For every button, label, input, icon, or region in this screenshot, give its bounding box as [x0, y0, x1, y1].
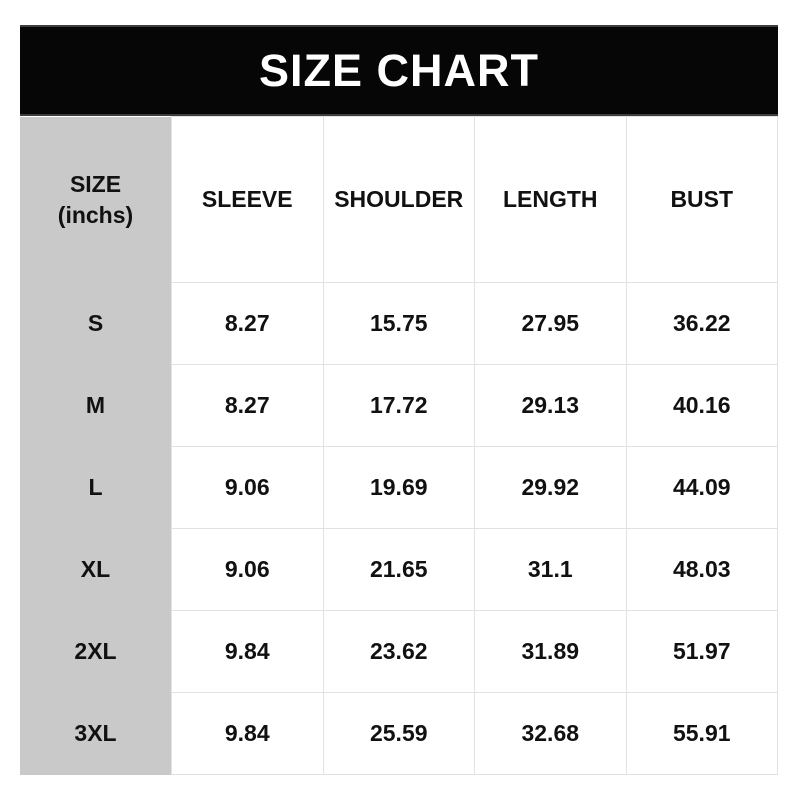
size-cell: L: [20, 446, 172, 529]
value-cell: 21.65: [322, 528, 475, 611]
size-cell: 3XL: [20, 692, 172, 775]
value-cell: 25.59: [322, 692, 475, 775]
value-cell: 31.89: [474, 610, 627, 693]
value-cell: 29.92: [474, 446, 627, 529]
value-cell: 9.84: [171, 610, 324, 693]
header-row: SIZE (inchs) SLEEVE SHOULDER LENGTH BUST: [20, 116, 778, 283]
size-cell: XL: [20, 528, 172, 611]
value-cell: 15.75: [322, 282, 475, 365]
size-column-header: SIZE (inchs): [20, 116, 172, 283]
value-cell: 29.13: [474, 364, 627, 447]
value-cell: 51.97: [625, 610, 778, 693]
size-cell: 2XL: [20, 610, 172, 693]
table-row: S 8.27 15.75 27.95 36.22: [20, 282, 778, 365]
size-header-label: SIZE: [69, 171, 122, 198]
value-cell: 55.91: [625, 692, 778, 775]
value-cell: 36.22: [625, 282, 778, 365]
size-cell: M: [20, 364, 172, 447]
value-cell: 9.06: [171, 446, 324, 529]
value-cell: 48.03: [625, 528, 778, 611]
size-chart-title: SIZE CHART: [259, 44, 539, 96]
table-row: 2XL 9.84 23.62 31.89 51.97: [20, 610, 778, 693]
value-cell: 23.62: [322, 610, 475, 693]
table-row: XL 9.06 21.65 31.1 48.03: [20, 528, 778, 611]
table-row: 3XL 9.84 25.59 32.68 55.91: [20, 692, 778, 775]
value-cell: 44.09: [625, 446, 778, 529]
column-header-length: LENGTH: [474, 116, 627, 283]
value-cell: 31.1: [474, 528, 627, 611]
size-chart-title-bar: SIZE CHART: [20, 25, 778, 116]
value-cell: 40.16: [625, 364, 778, 447]
value-cell: 17.72: [322, 364, 475, 447]
table-row: M 8.27 17.72 29.13 40.16: [20, 364, 778, 447]
size-table: SIZE (inchs) SLEEVE SHOULDER LENGTH BUST…: [20, 116, 778, 775]
value-cell: 32.68: [474, 692, 627, 775]
size-chart: SIZE CHART SIZE (inchs) SLEEVE SHOULDER …: [20, 25, 778, 775]
value-cell: 27.95: [474, 282, 627, 365]
size-header-unit: (inchs): [57, 201, 134, 228]
value-cell: 8.27: [171, 364, 324, 447]
size-cell: S: [20, 282, 172, 365]
value-cell: 19.69: [322, 446, 475, 529]
column-header-sleeve: SLEEVE: [171, 116, 324, 283]
column-header-shoulder: SHOULDER: [322, 116, 475, 283]
value-cell: 9.84: [171, 692, 324, 775]
value-cell: 9.06: [171, 528, 324, 611]
table-row: L 9.06 19.69 29.92 44.09: [20, 446, 778, 529]
column-header-bust: BUST: [625, 116, 778, 283]
value-cell: 8.27: [171, 282, 324, 365]
